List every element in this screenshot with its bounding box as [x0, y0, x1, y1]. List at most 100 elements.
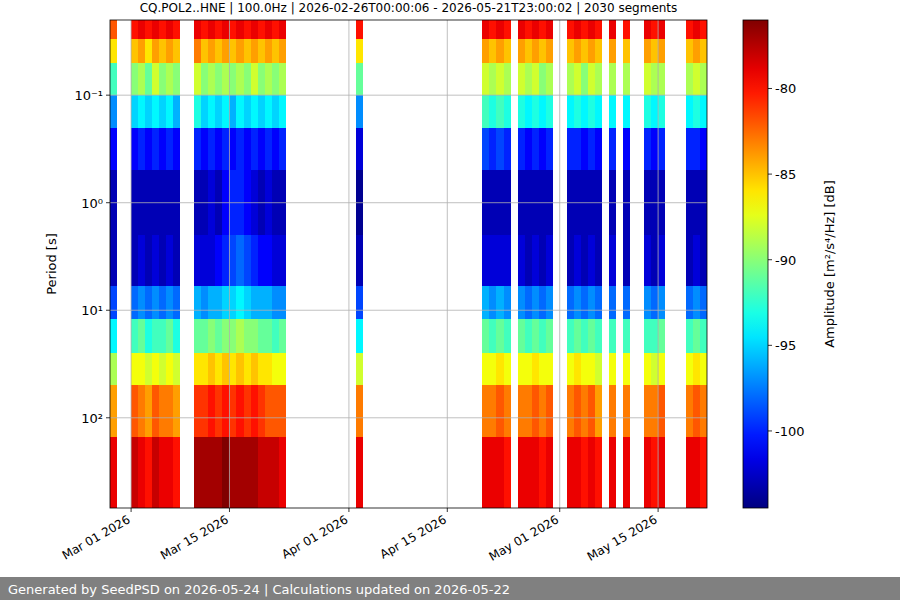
cell [567, 286, 574, 318]
cell [222, 39, 229, 63]
colorbar-tick-label: -85 [775, 167, 796, 182]
cell [166, 437, 173, 508]
cell [251, 353, 258, 385]
cell [131, 20, 138, 39]
cell [229, 353, 236, 385]
cell [166, 353, 173, 385]
cell [265, 437, 272, 508]
cell [588, 95, 595, 127]
cell [700, 319, 707, 353]
cell [658, 63, 665, 95]
cell [595, 128, 602, 171]
cell [145, 95, 152, 127]
cell [356, 385, 363, 436]
cell [525, 286, 532, 318]
cell [215, 39, 222, 63]
y-tick-label: 10¹ [81, 303, 103, 318]
cell [131, 286, 138, 318]
cell [265, 128, 272, 171]
cell [581, 235, 588, 286]
y-tick-label: 10⁻¹ [74, 88, 103, 103]
cell [173, 437, 180, 508]
cell [236, 20, 243, 39]
cell [229, 20, 236, 39]
cell [251, 39, 258, 63]
cell [152, 319, 159, 353]
cell [489, 353, 496, 385]
cell [258, 128, 265, 171]
cell [215, 385, 222, 436]
cell [244, 319, 251, 353]
cell [623, 286, 630, 318]
cell [258, 20, 265, 39]
cell [595, 63, 602, 95]
cell [251, 235, 258, 286]
cell [609, 437, 616, 508]
cell [658, 319, 665, 353]
plot-background [110, 20, 707, 508]
x-axis: Mar 01 2026Mar 15 2026Apr 01 2026Apr 15 … [60, 508, 660, 564]
cell [644, 95, 651, 127]
title: CQ.POL2..HNE | 100.0Hz | 2026-02-26T00:0… [140, 1, 678, 15]
cell [208, 128, 215, 171]
cell [496, 235, 503, 286]
cell [532, 437, 539, 508]
cell [110, 286, 117, 318]
cell [208, 235, 215, 286]
cell [482, 128, 489, 171]
cell [496, 95, 503, 127]
cell [567, 39, 574, 63]
cell [215, 353, 222, 385]
cell [595, 353, 602, 385]
x-tick-label: May 15 2026 [585, 512, 660, 563]
cell [482, 385, 489, 436]
cell [658, 95, 665, 127]
cell [644, 319, 651, 353]
cell [574, 353, 581, 385]
x-tick-label: Apr 15 2026 [378, 512, 449, 561]
cell [173, 95, 180, 127]
cell [546, 39, 553, 63]
cell [595, 235, 602, 286]
cell [222, 286, 229, 318]
cell [265, 385, 272, 436]
cell [581, 286, 588, 318]
cell [244, 353, 251, 385]
cell [208, 437, 215, 508]
cell [145, 128, 152, 171]
cell [658, 235, 665, 286]
cell [265, 63, 272, 95]
cell [693, 63, 700, 95]
cell [539, 353, 546, 385]
cell [222, 63, 229, 95]
chart: Mar 01 2026Mar 15 2026Apr 01 2026Apr 15 … [0, 0, 900, 600]
cell [244, 385, 251, 436]
cell [145, 319, 152, 353]
cell [138, 286, 145, 318]
cell [244, 63, 251, 95]
cell [131, 95, 138, 127]
cell [609, 63, 616, 95]
cell [595, 319, 602, 353]
cell [131, 128, 138, 171]
cell [546, 63, 553, 95]
cell [201, 63, 208, 95]
cell [110, 20, 117, 39]
cell [651, 95, 658, 127]
cell [489, 235, 496, 286]
cell [194, 385, 201, 436]
cell [518, 385, 525, 436]
cell [539, 286, 546, 318]
cell [588, 353, 595, 385]
cell [686, 353, 693, 385]
cell [251, 128, 258, 171]
cell [208, 319, 215, 353]
cell [588, 385, 595, 436]
grid-line [131, 20, 132, 508]
cell [229, 95, 236, 127]
cell [504, 20, 511, 39]
colorbar-tick-label: -95 [775, 338, 796, 353]
cell [504, 95, 511, 127]
cell [145, 353, 152, 385]
cell [131, 385, 138, 436]
